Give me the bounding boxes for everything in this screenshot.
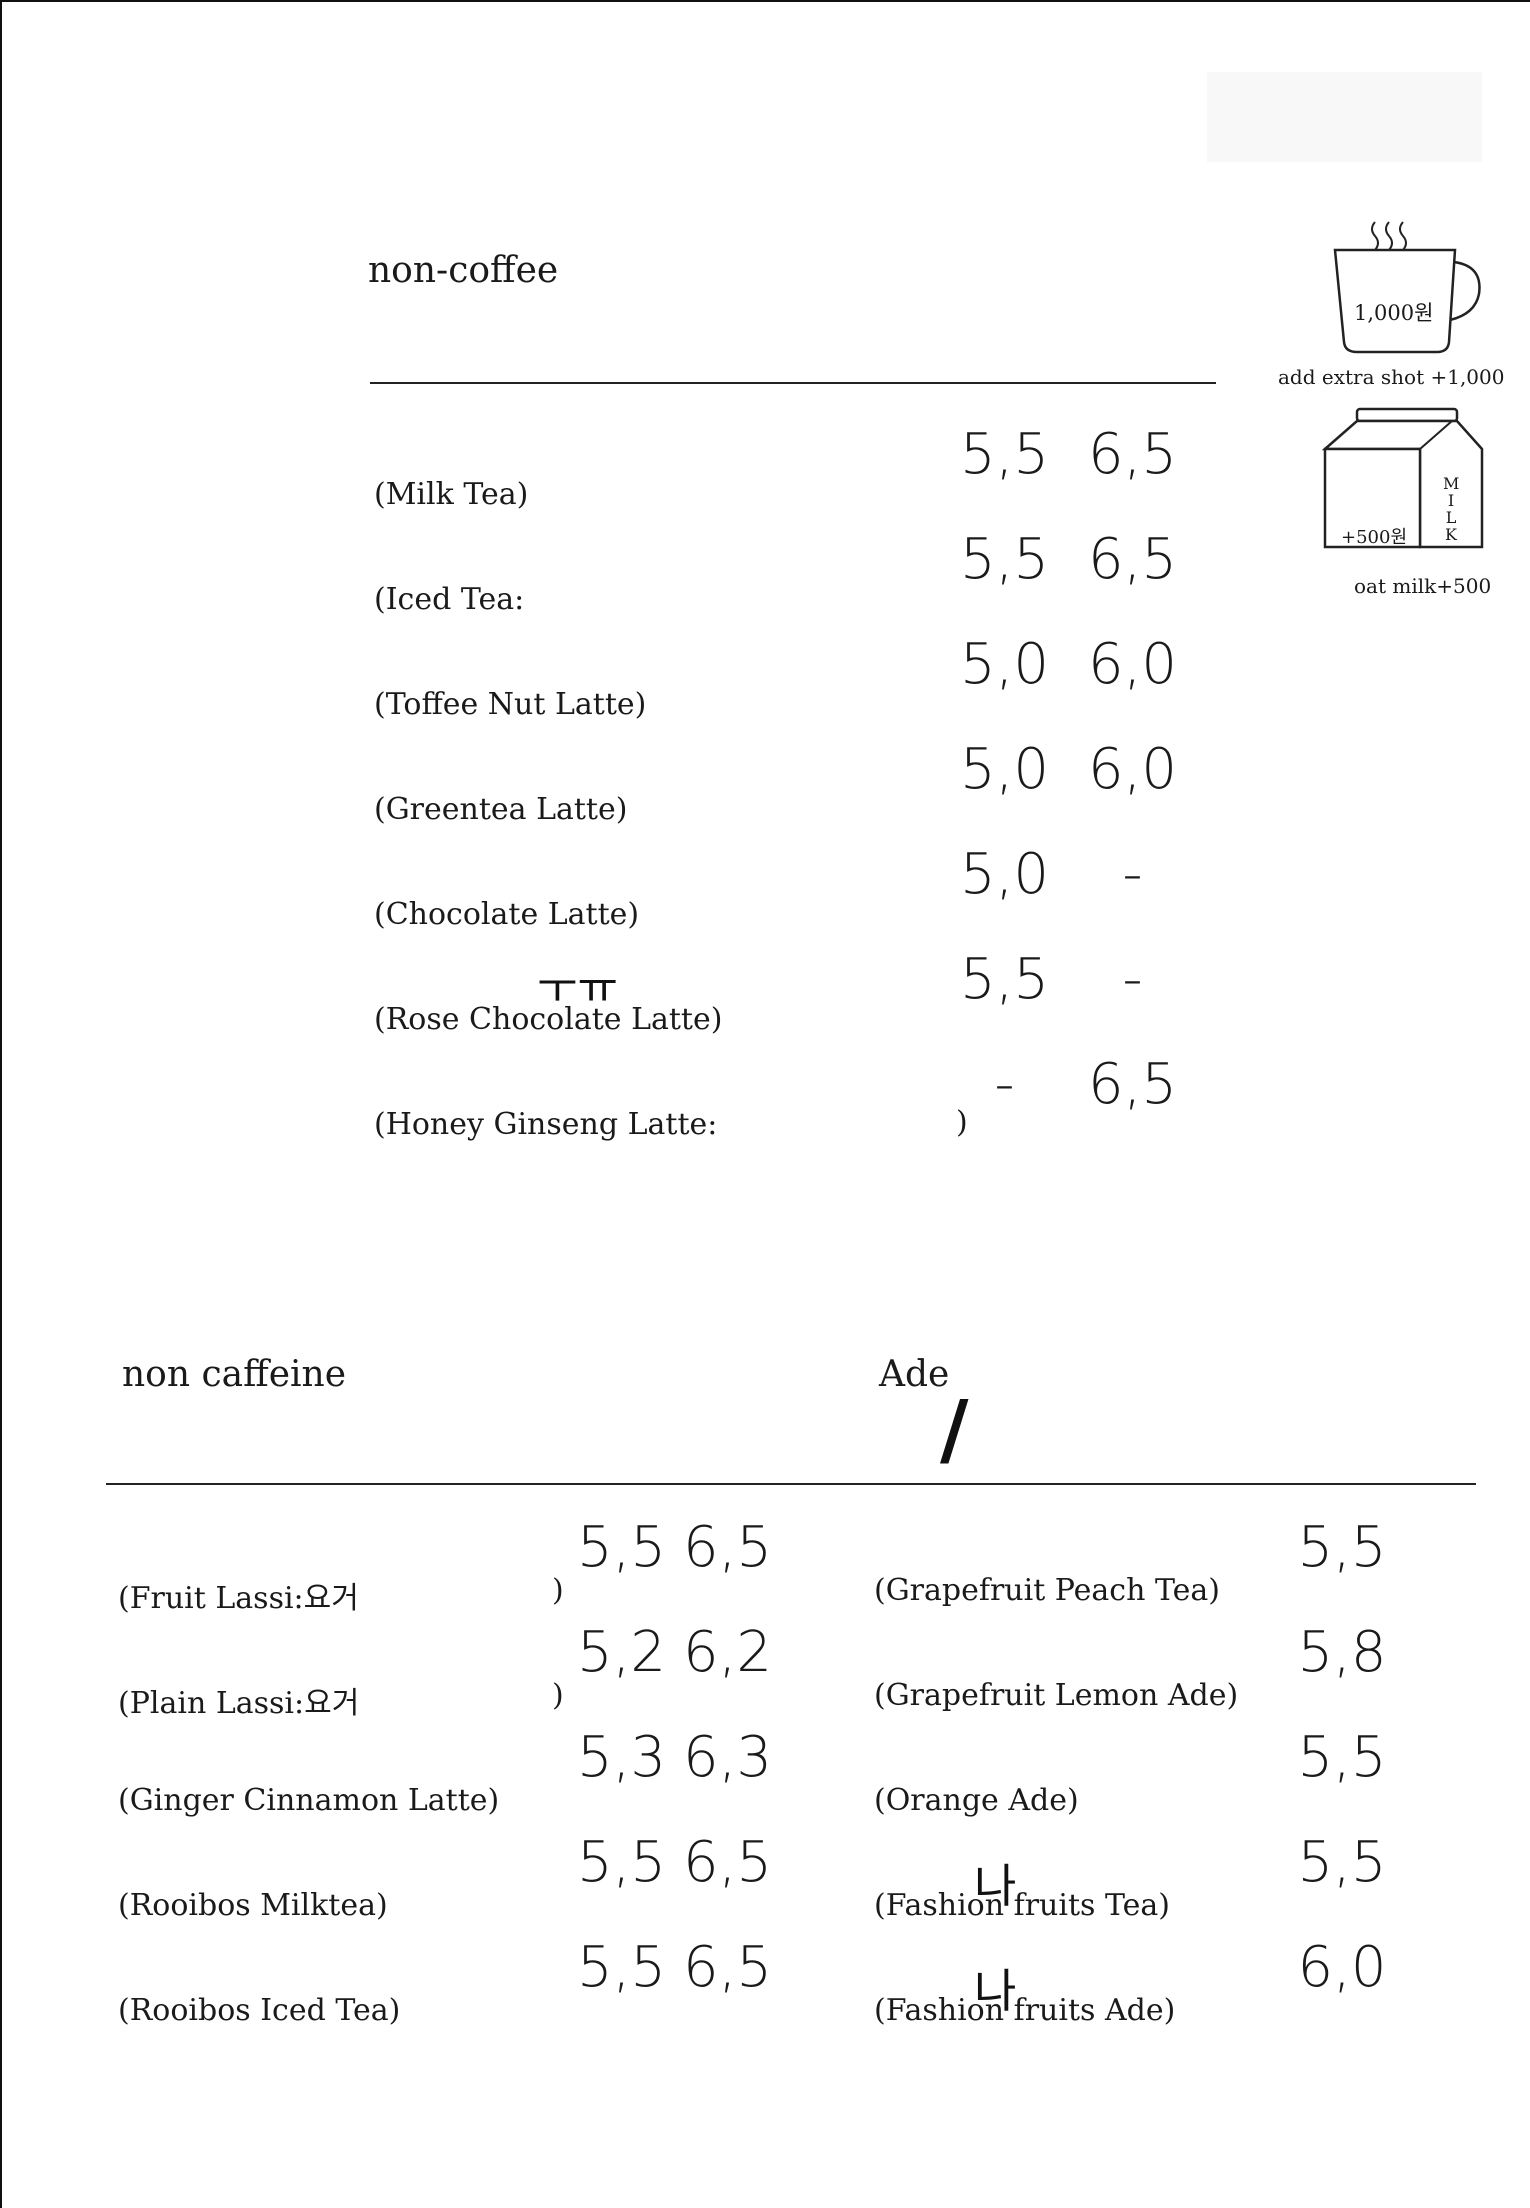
item-mark: 나 [974,1859,1017,1913]
faint-box [1207,72,1482,162]
carton-price: +500원 [1341,527,1407,548]
ade-slash: / [940,1385,969,1475]
menu-item-name: (Plain Lassi:요거 [118,1686,360,1721]
price-ice: 6,5 [1087,527,1178,592]
ade-title: Ade [879,1354,950,1395]
price-hot: 5,5 [959,422,1050,487]
menu-item-name: (Grapefruit Lemon Ade) [874,1678,1239,1713]
carton-letters: MILK [1443,474,1460,544]
non-coffee-title: non-coffee [368,250,559,291]
carton-caption: oat milk+500 [1354,574,1492,598]
menu-item-name: (Fruit Lassi:요거 [118,1581,359,1616]
price-ice: 6,3 [682,1725,773,1790]
rose-mark: ㅜㅠ [537,963,618,1014]
close-paren: ) [552,1573,564,1608]
milk-carton-icon [1321,407,1487,557]
price-hot: 5,2 [576,1620,667,1685]
price: 5,8 [1297,1620,1387,1685]
menu-item-name: (Rooibos Milktea) [118,1888,388,1923]
menu-item-name: (Toffee Nut Latte) [374,687,647,722]
menu-item-name: (Fashion fruits Ade) [874,1993,1176,2028]
menu-item-name: (Ginger Cinnamon Latte) [118,1783,500,1818]
coffee-cup-icon [1327,202,1487,362]
price-ice: 6,5 [1087,1052,1178,1117]
honey-close-paren: ) [956,1105,968,1140]
price-hot: 5,5 [576,1830,667,1895]
price-hot: 5,3 [576,1725,667,1790]
price-hot: 5,5 [959,947,1050,1012]
price-hot: 5,5 [576,1515,667,1580]
price-hot: 5,0 [959,737,1050,802]
non-caffeine-title: non caffeine [122,1354,346,1395]
price: 5,5 [1297,1830,1387,1895]
menu-item-name: (Greentea Latte) [374,792,628,827]
price: 5,5 [1297,1515,1387,1580]
price-ice: 6,0 [1087,737,1178,802]
steam-icon [1333,221,1481,354]
price-ice: 6,5 [682,1830,773,1895]
price-hot: 5,5 [959,527,1050,592]
menu-item-name: (Fashion fruits Tea) [874,1888,1170,1923]
menu-item-name: (Milk Tea) [374,477,529,512]
price-ice: 6,5 [682,1935,773,2000]
close-paren: ) [552,1678,564,1713]
price-ice: 6,5 [682,1515,773,1580]
menu-item-name: (Rooibos Iced Tea) [118,1993,401,2028]
menu-item-name: (Iced Tea: [374,582,525,617]
price-ice: 6,2 [682,1620,773,1685]
menu-item-name: (Grapefruit Peach Tea) [874,1573,1220,1608]
price-ice: 6,0 [1087,632,1178,697]
price-hot: - [994,1052,1015,1117]
price-hot: 5,5 [576,1935,667,2000]
cup-caption: add extra shot +1,000 [1278,365,1505,389]
menu-item-name: (Honey Ginseng Latte: [374,1107,718,1142]
price-ice: 6,5 [1087,422,1178,487]
price-hot: 5,0 [959,632,1050,697]
price-ice: - [1122,947,1143,1012]
price: 6,0 [1297,1935,1387,2000]
price-ice: - [1122,842,1143,907]
menu-item-name: (Rose Chocolate Latte) [374,1002,723,1037]
non-coffee-divider [370,382,1216,384]
menu-item-name: (Orange Ade) [874,1783,1079,1818]
lower-divider [106,1483,1476,1485]
menu-item-name: (Chocolate Latte) [374,897,640,932]
price: 5,5 [1297,1725,1387,1790]
price-hot: 5,0 [959,842,1050,907]
item-mark: 나 [974,1964,1017,2018]
cup-price: 1,000원 [1354,301,1434,325]
